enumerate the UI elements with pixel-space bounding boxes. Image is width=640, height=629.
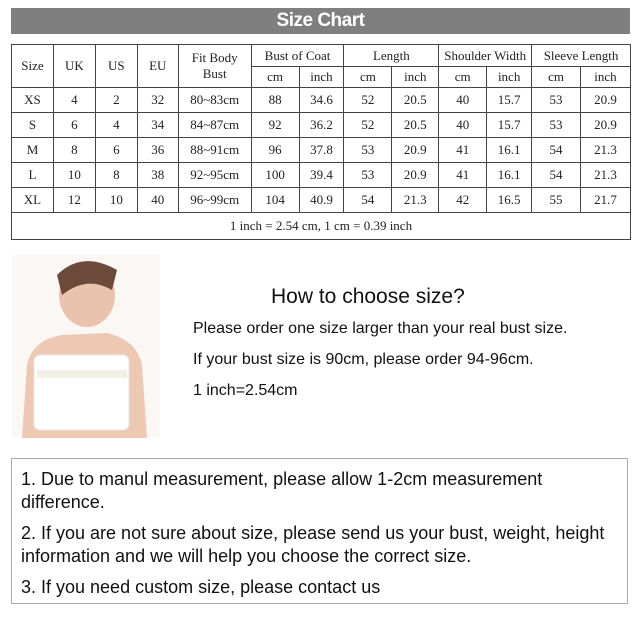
table-cell: 92 <box>250 112 300 138</box>
table-row: M 8 6 36 88~91cm 96 37.8 53 20.9 41 16.1 54 21.3 <box>11 137 631 163</box>
header-uk: UK <box>52 44 96 88</box>
table-cell: 40.9 <box>298 187 345 213</box>
table-cell: 21.3 <box>580 162 631 188</box>
table-cell: 20.9 <box>391 137 440 163</box>
model-measuring-bust-image <box>12 255 160 438</box>
table-cell: 36 <box>136 137 179 163</box>
note-item: 2. If you are not sure about size, pleas… <box>21 523 605 566</box>
table-cell: 53 <box>531 87 581 113</box>
table-cell: 20.5 <box>391 112 440 138</box>
subheader-inch: inch <box>391 66 440 88</box>
table-cell: 54 <box>531 162 581 188</box>
table-cell: 12 <box>52 187 96 213</box>
guide-line: Please order one size larger than your r… <box>193 320 568 337</box>
subheader-inch: inch <box>580 66 631 88</box>
table-cell: 96~99cm <box>177 187 252 213</box>
table-cell: 52 <box>343 112 393 138</box>
table-cell: 8 <box>52 137 96 163</box>
how-to-choose-heading: How to choose size? <box>271 285 465 308</box>
table-row: XS 4 2 32 80~83cm 88 34.6 52 20.5 40 15.7 53 20.9 <box>11 87 631 113</box>
table-cell: 34.6 <box>298 87 345 113</box>
table-cell: 34 <box>136 112 179 138</box>
subheader-inch: inch <box>298 66 345 88</box>
table-cell: 40 <box>438 112 488 138</box>
table-cell: 104 <box>250 187 300 213</box>
note-item: 1. Due to manul measurement, please allo… <box>21 469 543 512</box>
table-cell: 20.9 <box>391 162 440 188</box>
header-fit-body-bust: Fit Body Bust <box>177 44 252 88</box>
table-cell: 88~91cm <box>177 137 252 163</box>
table-cell: XS <box>11 87 54 113</box>
table-cell: 42 <box>438 187 488 213</box>
table-cell: 8 <box>94 162 138 188</box>
table-cell: 16.1 <box>486 137 533 163</box>
table-cell: 55 <box>531 187 581 213</box>
size-table: Size UK US EU Fit Body Bust Bust of Coat… <box>11 44 631 240</box>
table-cell: 16.5 <box>486 187 533 213</box>
table-cell: 100 <box>250 162 300 188</box>
header-length: Length <box>343 44 440 67</box>
table-cell: 38 <box>136 162 179 188</box>
subheader-cm: cm <box>438 66 488 88</box>
table-cell: XL <box>11 187 54 213</box>
table-cell: L <box>11 162 54 188</box>
table-cell: 20.5 <box>391 87 440 113</box>
header-shoulder-width: Shoulder Width <box>438 44 533 67</box>
table-cell: 2 <box>94 87 138 113</box>
header-eu: EU <box>136 44 179 88</box>
table-cell: 6 <box>94 137 138 163</box>
table-cell: 52 <box>343 87 393 113</box>
table-cell: 36.2 <box>298 112 345 138</box>
table-cell: 88 <box>250 87 300 113</box>
note-item: 3. If you need custom size, please conta… <box>21 577 381 597</box>
conversion-note: 1 inch = 2.54 cm, 1 cm = 0.39 inch <box>11 212 631 240</box>
table-cell: 15.7 <box>486 112 533 138</box>
table-cell: 53 <box>531 112 581 138</box>
table-cell: 21.3 <box>391 187 440 213</box>
table-cell: 10 <box>94 187 138 213</box>
subheader-cm: cm <box>343 66 393 88</box>
guide-line: If your bust size is 90cm, please order … <box>193 351 534 368</box>
header-size: Size <box>11 44 54 88</box>
header-sleeve-length: Sleeve Length <box>531 44 631 67</box>
table-row: XL 12 10 40 96~99cm 104 40.9 54 21.3 42 16.5 55 21.7 <box>11 187 631 213</box>
table-cell: 53 <box>343 137 393 163</box>
table-cell: 21.3 <box>580 137 631 163</box>
table-cell: 6 <box>52 112 96 138</box>
table-cell: 4 <box>94 112 138 138</box>
subheader-inch: inch <box>486 66 533 88</box>
size-chart-title: Size Chart <box>11 8 630 34</box>
table-cell: S <box>11 112 54 138</box>
notes-box: 1. Due to manul measurement, please allo… <box>11 458 628 604</box>
table-cell: 40 <box>136 187 179 213</box>
table-cell: 41 <box>438 162 488 188</box>
table-cell: 54 <box>343 187 393 213</box>
table-row: S 6 4 34 84~87cm 92 36.2 52 20.5 40 15.7 53 20.9 <box>11 112 631 138</box>
guide-line: 1 inch=2.54cm <box>193 382 298 399</box>
table-cell: 21.7 <box>580 187 631 213</box>
table-cell: 4 <box>52 87 96 113</box>
table-cell: 41 <box>438 137 488 163</box>
table-cell: 37.8 <box>298 137 345 163</box>
subheader-cm: cm <box>531 66 581 88</box>
table-cell: 40 <box>438 87 488 113</box>
table-cell: 92~95cm <box>177 162 252 188</box>
table-cell: 80~83cm <box>177 87 252 113</box>
table-cell: 53 <box>343 162 393 188</box>
table-cell: 20.9 <box>580 112 631 138</box>
table-cell: 16.1 <box>486 162 533 188</box>
table-cell: 32 <box>136 87 179 113</box>
subheader-cm: cm <box>250 66 300 88</box>
table-row: L 10 8 38 92~95cm 100 39.4 53 20.9 41 16.1 54 21.3 <box>11 162 631 188</box>
table-cell: M <box>11 137 54 163</box>
table-cell: 39.4 <box>298 162 345 188</box>
table-cell: 96 <box>250 137 300 163</box>
table-cell: 15.7 <box>486 87 533 113</box>
header-us: US <box>94 44 138 88</box>
header-bust-of-coat: Bust of Coat <box>250 44 345 67</box>
table-cell: 54 <box>531 137 581 163</box>
table-cell: 20.9 <box>580 87 631 113</box>
table-cell: 84~87cm <box>177 112 252 138</box>
table-cell: 10 <box>52 162 96 188</box>
